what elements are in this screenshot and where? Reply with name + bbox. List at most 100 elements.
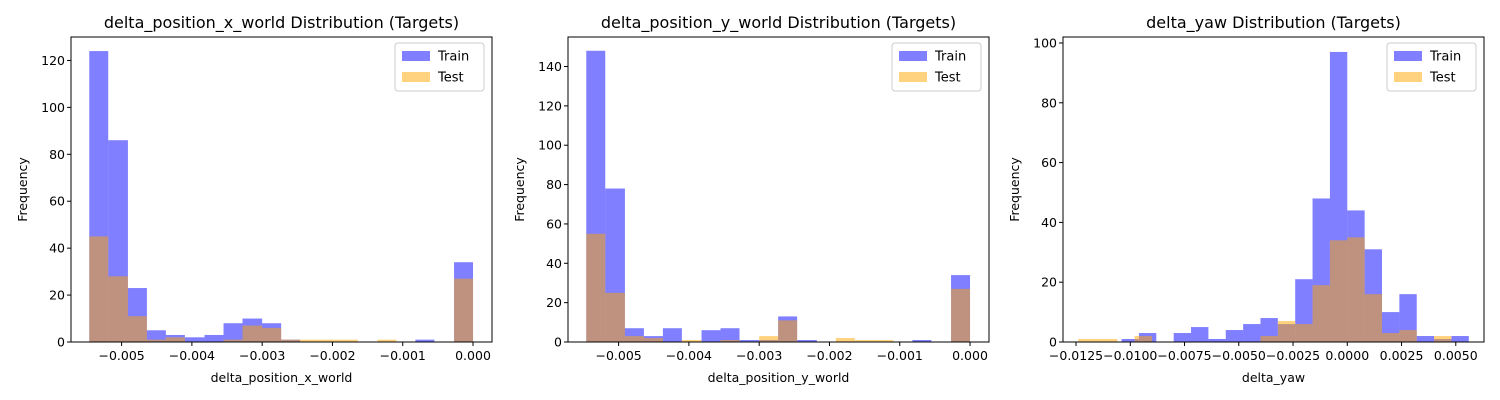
bar-test-10	[874, 340, 894, 342]
bar-test-7	[262, 327, 282, 342]
bar-test-4	[1295, 324, 1313, 342]
y-tick-label: 60	[546, 216, 562, 231]
bar-test-9	[1382, 333, 1400, 342]
legend: Train Test	[1386, 42, 1477, 92]
y-tick-label: 20	[546, 295, 562, 310]
bar-train-6	[720, 328, 740, 342]
y-tick-label: 40	[1041, 215, 1057, 230]
bar-test-1	[605, 292, 625, 342]
bar-test-3	[146, 339, 166, 342]
x-tick-label: −0.002	[309, 348, 355, 363]
bar-test-9	[300, 339, 320, 342]
y-tick-label: 40	[546, 256, 562, 271]
x-axis-label: delta_yaw	[1242, 370, 1305, 385]
y-tick-label: 140	[538, 59, 562, 74]
legend-label-test: Test	[934, 71, 961, 86]
bar-train-3	[146, 330, 166, 342]
x-tick-label: 0.0050	[1434, 348, 1478, 363]
x-tick-label: −0.001	[877, 348, 923, 363]
legend-label-test: Test	[1429, 71, 1456, 86]
y-tick-label: 20	[1041, 275, 1057, 290]
bar-test-5	[223, 339, 243, 342]
chart-title: delta_position_x_world Distribution (Tar…	[104, 13, 459, 33]
x-tick-label: −0.0075	[1157, 348, 1211, 363]
x-tick-label: −0.0050	[1212, 348, 1266, 363]
bar-test-0	[89, 236, 109, 342]
chart-title: delta_position_y_world Distribution (Tar…	[601, 13, 956, 33]
bar-train-16	[1416, 336, 1435, 342]
x-tick-label: −0.0100	[1103, 348, 1157, 363]
bar-train-0	[1121, 339, 1139, 342]
bar-test-1	[108, 276, 128, 342]
axes-frame	[1062, 36, 1485, 343]
bar-test-8	[1364, 294, 1382, 342]
bar-test-9	[854, 340, 875, 342]
bar-test-3	[1277, 321, 1296, 342]
x-tick-label: −0.003	[736, 348, 782, 363]
bar-test-2	[127, 316, 147, 342]
x-tick-label: −0.005	[595, 348, 641, 363]
y-axis-label: Frequency	[1007, 157, 1022, 222]
x-tick-label: −0.004	[169, 348, 215, 363]
series-test	[89, 236, 474, 342]
series-test	[1078, 237, 1452, 342]
y-tick-label: 100	[1033, 35, 1057, 50]
y-tick-label: 80	[49, 147, 65, 162]
x-tick-label: −0.005	[98, 348, 144, 363]
legend-swatch-train	[1394, 51, 1422, 61]
subplot-2: −0.005 −0.004 −0.003 −0.002 −0.001 0.000 0 20 40…	[512, 13, 990, 385]
legend-swatch-test	[1394, 72, 1422, 82]
legend-swatch-test	[899, 72, 927, 82]
bar-train-6	[204, 334, 224, 342]
x-tick-label: −0.003	[239, 348, 285, 363]
subplot-1: −0.005 −0.004 −0.003 −0.002 −0.001 0.000 0 20 40…	[15, 13, 493, 385]
subplot-3: −0.0125 −0.0100 −0.0075 −0.0050 −0.0025 0.000…	[1007, 13, 1485, 385]
y-tick-label: 120	[538, 98, 562, 113]
bar-train-7	[739, 340, 760, 342]
legend-label-train: Train	[1429, 50, 1461, 65]
bar-train-10	[797, 340, 817, 342]
bar-test-11	[1434, 336, 1452, 342]
x-axis-label: delta_position_x_world	[211, 370, 353, 385]
bar-train-5	[701, 330, 721, 342]
legend: Train Test	[891, 42, 982, 92]
bar-test-6	[242, 325, 263, 342]
bar-train-11	[912, 340, 932, 342]
legend-swatch-train	[402, 51, 430, 61]
legend-swatch-train	[899, 51, 927, 61]
bar-test-10	[319, 339, 339, 342]
bar-test-0	[586, 233, 606, 342]
y-tick-label: 120	[41, 53, 65, 68]
x-tick-label: −0.004	[666, 348, 712, 363]
legend: Train Test	[394, 42, 485, 92]
series-test	[586, 233, 971, 342]
bar-test-5	[1312, 285, 1330, 342]
legend-label-train: Train	[437, 50, 469, 65]
axes-frame	[567, 36, 990, 343]
bar-train-2	[1173, 333, 1192, 342]
bar-train-4	[662, 328, 682, 342]
bar-test-4	[681, 340, 702, 342]
bar-test-2	[1260, 336, 1278, 342]
chart-title: delta_yaw Distribution (Targets)	[1146, 13, 1401, 33]
bar-train-3	[1191, 327, 1209, 342]
legend-label-train: Train	[934, 50, 966, 65]
y-tick-label: 80	[546, 177, 562, 192]
bar-train-5	[1225, 330, 1244, 342]
bar-train-18	[1451, 336, 1469, 342]
bar-test-4	[165, 337, 185, 342]
x-tick-label: −0.0125	[1049, 348, 1103, 363]
bar-test-5	[720, 340, 740, 342]
bar-train-6	[1243, 324, 1261, 342]
x-tick-label: −0.002	[806, 348, 852, 363]
legend-swatch-test	[402, 72, 430, 82]
y-tick-label: 20	[49, 288, 65, 303]
bar-test-8	[281, 339, 301, 342]
y-tick-label: 60	[1041, 155, 1057, 170]
bar-test-13	[454, 278, 474, 342]
bar-test-1	[1134, 336, 1152, 342]
bar-test-8	[835, 338, 855, 342]
bar-test-11	[338, 339, 358, 342]
x-tick-label: −0.0025	[1266, 348, 1320, 363]
